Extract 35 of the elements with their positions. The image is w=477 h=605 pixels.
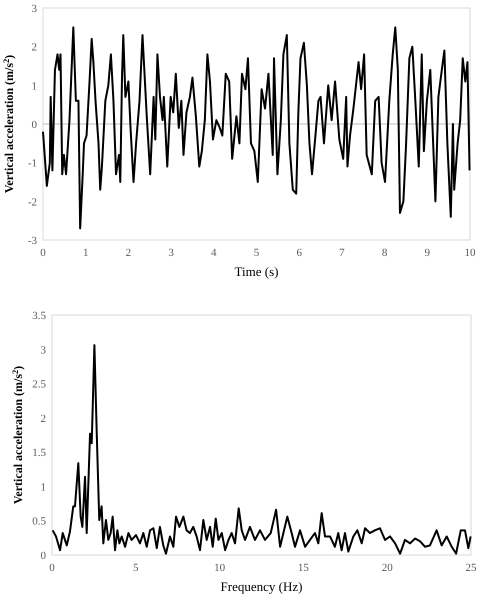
- y-tick-label: 2: [32, 42, 37, 54]
- y-tick-label: 3.5: [32, 310, 46, 322]
- x-tick-label: 1: [82, 247, 88, 259]
- y-tick-label: 1: [40, 481, 46, 494]
- y-tick-label: 1.5: [32, 447, 46, 460]
- y-tick-label: 2: [40, 412, 46, 425]
- x-tick-label: 5: [133, 562, 140, 574]
- y-tick-label: 3: [40, 344, 46, 356]
- x-tick-label: 8: [382, 247, 388, 259]
- x-tick-label: 10: [464, 247, 476, 259]
- line-series: [42, 26, 471, 230]
- x-tick-label: 15: [298, 562, 310, 574]
- x-tick-label: 5: [254, 247, 260, 259]
- x-tick-label: 6: [296, 247, 302, 259]
- y-tick-label: 0: [32, 119, 38, 131]
- x-tick-label: 0: [49, 562, 56, 574]
- x-tick-label: 7: [339, 247, 346, 259]
- x-tick-label: 4: [211, 247, 218, 259]
- y-tick-label: 0: [40, 550, 46, 562]
- line-series: [52, 344, 472, 555]
- x-axis-title: Time (s): [234, 264, 278, 279]
- y-tick-label: 0.5: [32, 516, 46, 528]
- y-tick-label: 3: [32, 3, 38, 15]
- y-tick-label: 2.5: [32, 378, 46, 391]
- x-tick-label: 2: [126, 247, 132, 259]
- x-tick-label: 25: [466, 562, 477, 574]
- y-tick-label: -2: [28, 196, 37, 208]
- y-tick-label: -1: [28, 158, 37, 170]
- x-axis-title: Frequency (Hz): [220, 579, 302, 594]
- x-tick-label: 20: [382, 562, 394, 574]
- x-tick-label: 10: [214, 562, 226, 574]
- y-tick-label: 1: [32, 80, 37, 92]
- x-tick-label: 3: [168, 247, 174, 259]
- x-tick-label: 9: [424, 247, 431, 259]
- y-tick-label: -3: [28, 235, 38, 247]
